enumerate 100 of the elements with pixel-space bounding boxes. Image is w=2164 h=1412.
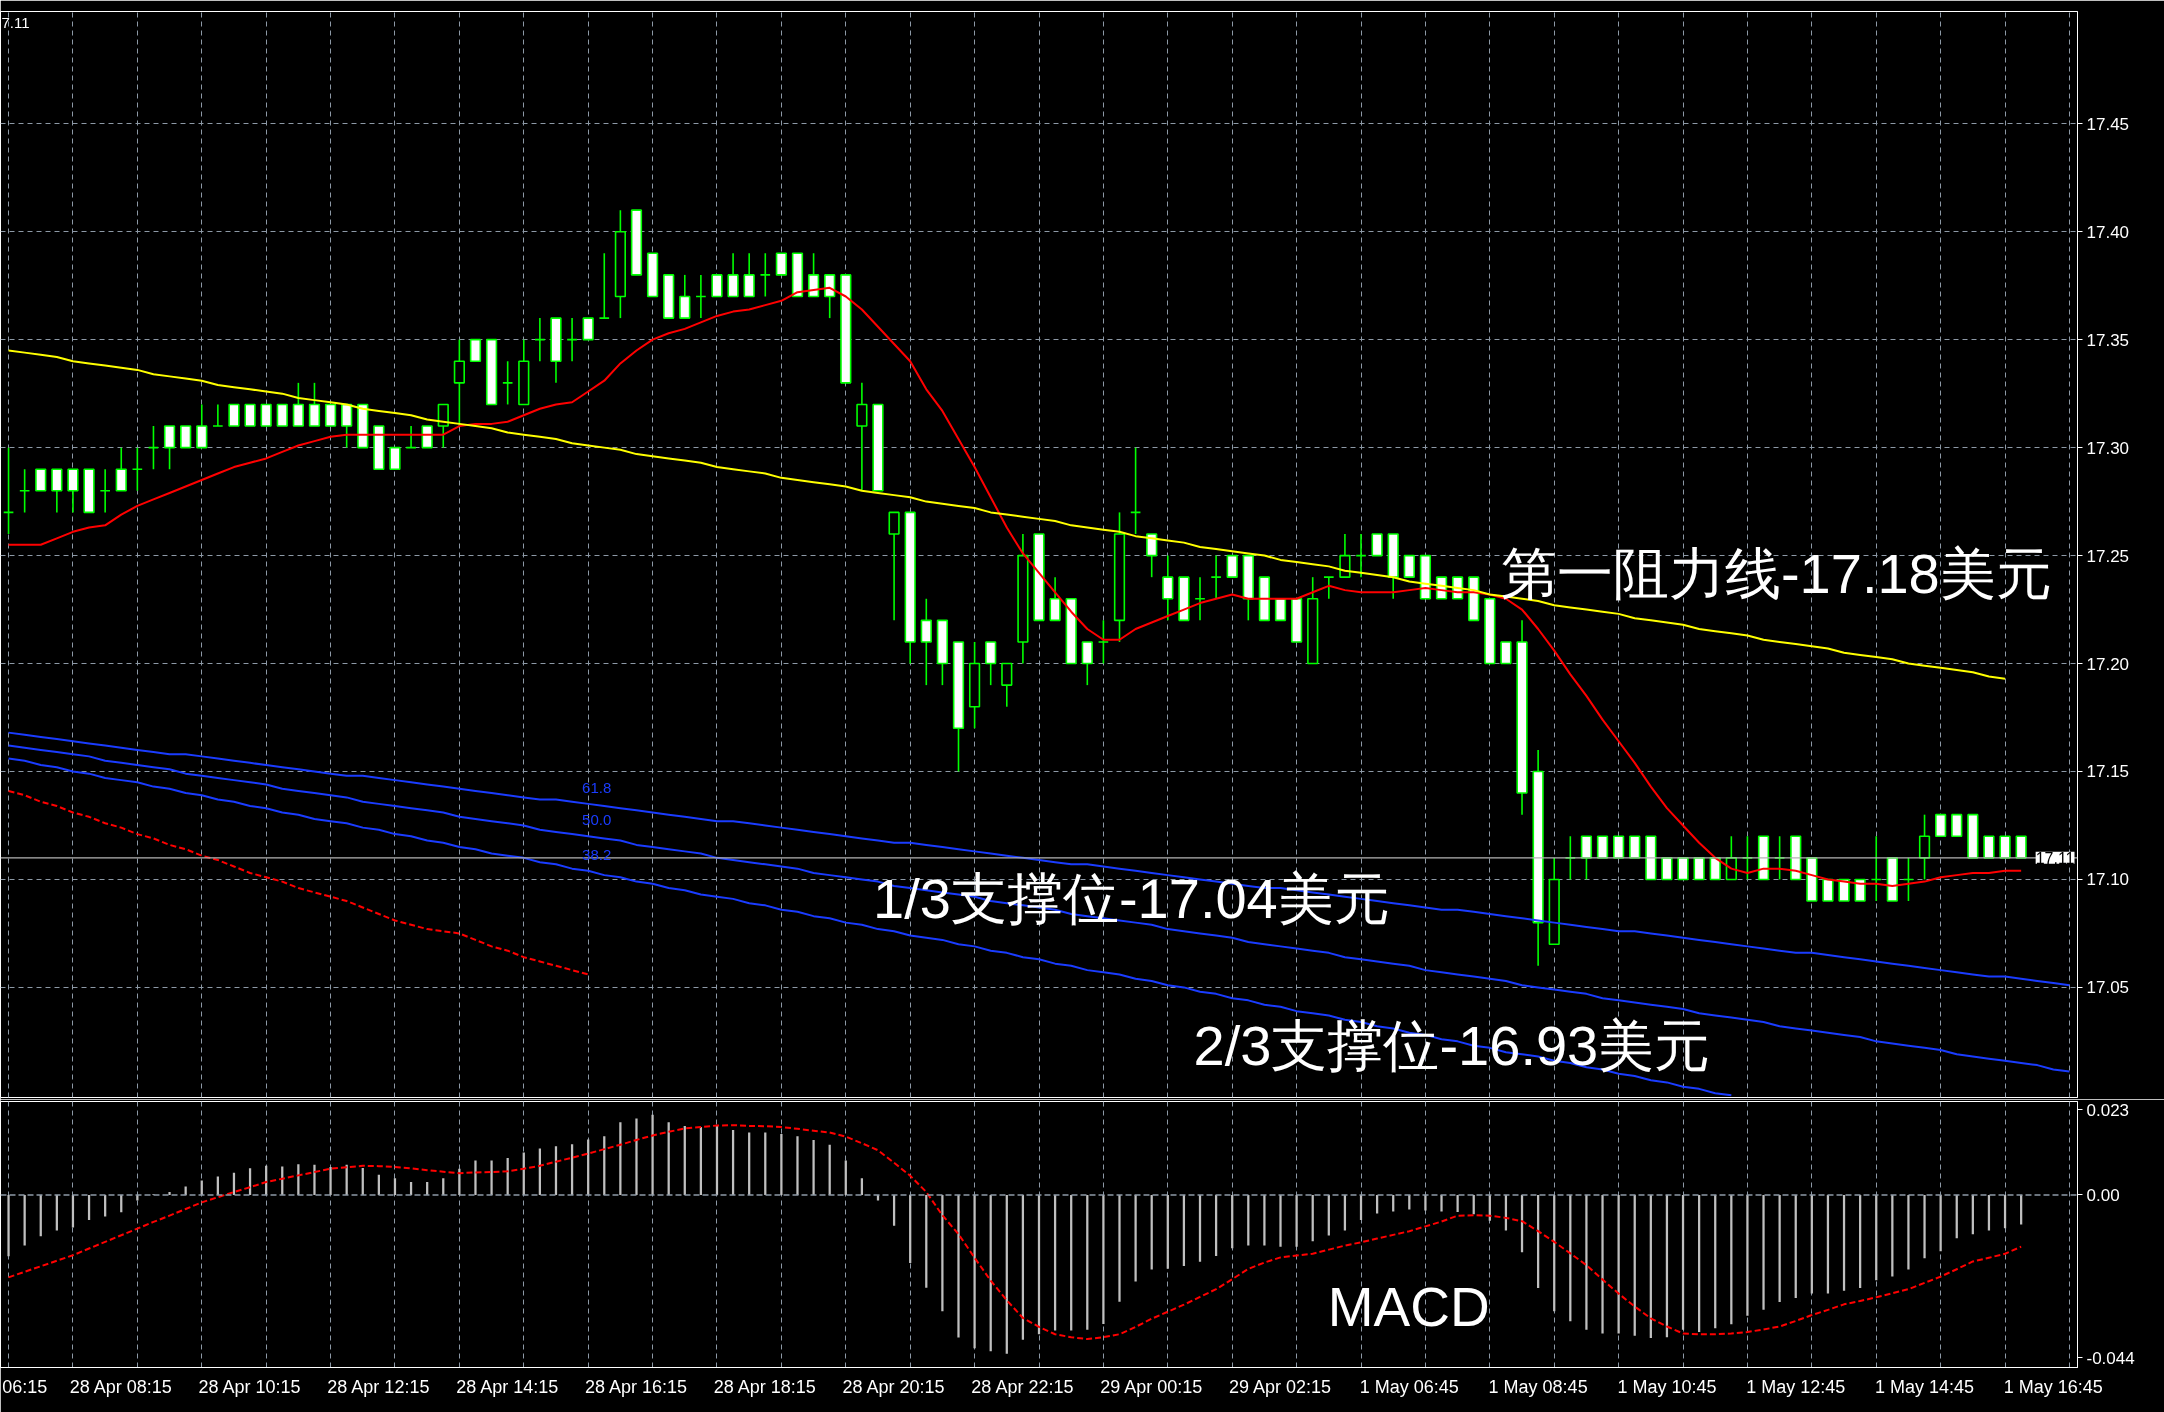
candlestick bbox=[985, 641, 997, 686]
candlestick bbox=[1580, 835, 1593, 881]
bar bbox=[780, 1134, 783, 1195]
candlestick bbox=[695, 274, 707, 319]
bar bbox=[7, 1194, 10, 1257]
candlestick bbox=[244, 403, 256, 427]
candlestick bbox=[292, 382, 304, 427]
bar bbox=[313, 1164, 316, 1195]
x-tick-label: 28 Apr 14:15 bbox=[456, 1376, 559, 1397]
line-series bbox=[7, 757, 1733, 1097]
candlestick bbox=[405, 425, 417, 449]
candlestick bbox=[582, 317, 594, 341]
candlestick bbox=[99, 468, 111, 514]
x-tick-label: 1 May 06:45 bbox=[1359, 1376, 1459, 1397]
candlestick bbox=[566, 317, 578, 363]
y-tick-label: 17.05 bbox=[2086, 978, 2130, 998]
candlestick bbox=[308, 382, 321, 427]
bar bbox=[651, 1114, 654, 1195]
candlestick bbox=[341, 403, 353, 449]
bar bbox=[796, 1136, 799, 1195]
candlestick bbox=[1226, 554, 1238, 578]
series-label: 38.2 bbox=[582, 845, 612, 863]
y-tick-label: -0.044 bbox=[2086, 1348, 2135, 1368]
candlestick bbox=[1162, 554, 1174, 622]
annotation: 第一阻力线-17.18美元 bbox=[1500, 542, 2052, 606]
bar bbox=[1295, 1194, 1298, 1247]
candlestick bbox=[228, 403, 240, 427]
y-tick-label: 17.10 bbox=[2086, 870, 2130, 890]
candlestick bbox=[1210, 554, 1222, 600]
x-tick-label: 1 May 16:45 bbox=[2003, 1376, 2103, 1397]
bar bbox=[1585, 1194, 1588, 1330]
candlestick bbox=[888, 511, 900, 622]
bar bbox=[1923, 1194, 1926, 1259]
candlestick bbox=[19, 468, 31, 514]
series-label: 61.8 bbox=[582, 779, 612, 797]
x-tick-label: 06:15 bbox=[2, 1376, 48, 1397]
bar bbox=[1134, 1194, 1137, 1282]
candlestick bbox=[1049, 576, 1061, 622]
candlestick bbox=[775, 252, 788, 276]
candlestick bbox=[1001, 662, 1013, 708]
ref-line-label: 17.11 bbox=[2035, 849, 2075, 867]
bar bbox=[812, 1139, 815, 1195]
candlestick bbox=[2, 446, 15, 535]
candlestick bbox=[1500, 641, 1512, 665]
y-tick-label: 17.25 bbox=[2086, 546, 2130, 566]
candlestick bbox=[35, 468, 47, 492]
candlestick bbox=[1951, 813, 1963, 838]
candlestick bbox=[727, 252, 739, 298]
bar bbox=[1601, 1194, 1604, 1334]
x-tick-label: 1 May 12:45 bbox=[1746, 1376, 1846, 1397]
series-label: 50.0 bbox=[582, 811, 612, 829]
candlestick bbox=[1355, 533, 1367, 578]
candlestick bbox=[1371, 533, 1383, 557]
y-tick-label: 17.45 bbox=[2086, 114, 2130, 134]
candlestick bbox=[502, 360, 514, 406]
bar bbox=[1762, 1194, 1765, 1310]
candlestick bbox=[196, 403, 208, 449]
candlestick bbox=[276, 403, 288, 427]
candlestick bbox=[856, 382, 868, 492]
bar bbox=[1102, 1194, 1105, 1324]
candlestick bbox=[469, 338, 482, 363]
x-tick-label: 29 Apr 02:15 bbox=[1228, 1376, 1332, 1397]
annotation: MACD bbox=[1327, 1276, 1490, 1339]
bar bbox=[1907, 1194, 1910, 1270]
y-tick-label: 17.35 bbox=[2086, 330, 2130, 350]
candlestick bbox=[1902, 857, 1915, 902]
candlestick bbox=[598, 252, 610, 319]
candlestick bbox=[131, 446, 143, 492]
candlestick bbox=[1403, 554, 1415, 578]
candlestick bbox=[920, 597, 932, 686]
candlestick bbox=[1918, 813, 1931, 881]
bar bbox=[474, 1160, 477, 1195]
line-series bbox=[7, 1124, 2023, 1341]
candlestick bbox=[1097, 619, 1110, 665]
candlestick bbox=[389, 446, 401, 471]
x-tick-label: 1 May 08:45 bbox=[1488, 1376, 1588, 1397]
x-tick-label: 1 May 10:45 bbox=[1617, 1376, 1717, 1397]
x-tick-label: 28 Apr 10:15 bbox=[198, 1376, 301, 1397]
bar bbox=[1263, 1194, 1266, 1246]
bar bbox=[957, 1194, 960, 1338]
x-tick-label: 28 Apr 18:15 bbox=[713, 1376, 816, 1397]
candlestick bbox=[67, 468, 79, 514]
bar bbox=[1279, 1194, 1282, 1247]
y-tick-label: 0.00 bbox=[2086, 1185, 2120, 1205]
candlestick bbox=[260, 403, 272, 427]
bar bbox=[1440, 1194, 1443, 1212]
candlestick bbox=[163, 425, 176, 471]
candlestick bbox=[115, 446, 127, 492]
x-tick-label: 29 Apr 00:15 bbox=[1100, 1376, 1203, 1397]
bar bbox=[1424, 1194, 1427, 1211]
candlestick bbox=[147, 425, 160, 471]
annotation: 7.11 bbox=[1, 13, 30, 31]
bar bbox=[393, 1178, 397, 1195]
candlestick bbox=[1323, 576, 1335, 600]
y-tick-label: 17.40 bbox=[2086, 222, 2130, 242]
candlestick bbox=[180, 425, 192, 449]
candlestick bbox=[1194, 576, 1206, 622]
candlestick bbox=[1339, 533, 1351, 578]
candlestick bbox=[1129, 446, 1142, 535]
candlestick bbox=[711, 274, 723, 298]
